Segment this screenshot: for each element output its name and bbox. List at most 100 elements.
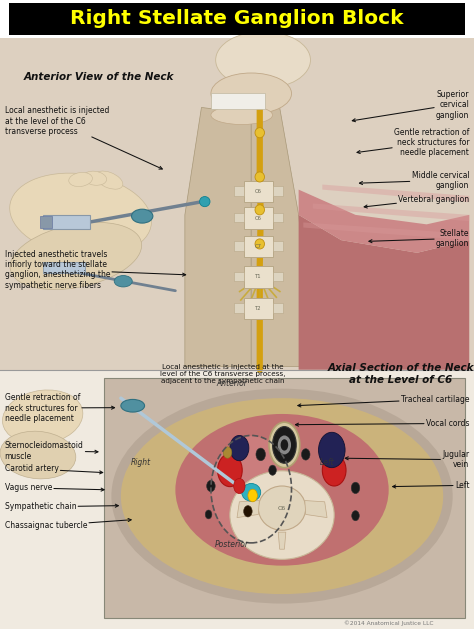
- Text: Gentle retraction of
neck structures for
needle placement: Gentle retraction of neck structures for…: [5, 393, 115, 423]
- Ellipse shape: [278, 435, 291, 454]
- Bar: [211, 93, 265, 109]
- Polygon shape: [299, 190, 469, 253]
- Ellipse shape: [269, 422, 300, 468]
- Bar: [273, 272, 283, 281]
- Circle shape: [207, 480, 215, 492]
- Text: Carotid artery: Carotid artery: [5, 465, 103, 474]
- Bar: [273, 213, 283, 222]
- Polygon shape: [251, 107, 313, 367]
- Polygon shape: [305, 501, 327, 518]
- Bar: [0, 38, 474, 370]
- Bar: [234, 213, 244, 222]
- Text: Axial Section of the Neck
at the Level of C6: Axial Section of the Neck at the Level o…: [327, 363, 474, 385]
- Text: Right Stellate Ganglion Block: Right Stellate Ganglion Block: [70, 9, 404, 28]
- Ellipse shape: [211, 73, 292, 114]
- Ellipse shape: [121, 398, 443, 594]
- Bar: [234, 272, 244, 281]
- Text: Middle cervical
ganglion: Middle cervical ganglion: [359, 171, 469, 190]
- Circle shape: [301, 449, 310, 460]
- Ellipse shape: [10, 222, 142, 289]
- Text: C7: C7: [255, 244, 262, 249]
- Bar: [244, 236, 273, 257]
- Text: Local anesthetic is injected
at the level of the C6
transverse process: Local anesthetic is injected at the leve…: [5, 106, 162, 169]
- Circle shape: [211, 436, 291, 542]
- Text: Superior
cervical
ganglion: Superior cervical ganglion: [352, 90, 469, 122]
- Text: Vertebral ganglion: Vertebral ganglion: [364, 195, 469, 208]
- Ellipse shape: [230, 471, 334, 559]
- Text: C6: C6: [255, 189, 262, 194]
- Ellipse shape: [200, 197, 210, 207]
- Circle shape: [248, 489, 257, 502]
- Text: Sternocleidomastoid
muscle: Sternocleidomastoid muscle: [5, 441, 98, 461]
- Ellipse shape: [121, 399, 145, 412]
- Ellipse shape: [216, 32, 310, 88]
- Ellipse shape: [273, 427, 296, 463]
- Text: C6: C6: [255, 216, 262, 221]
- Bar: [43, 262, 85, 273]
- Text: Chassaignac tubercle: Chassaignac tubercle: [5, 518, 131, 530]
- Ellipse shape: [131, 209, 153, 223]
- Bar: [234, 186, 244, 196]
- Ellipse shape: [281, 439, 288, 451]
- Circle shape: [351, 482, 360, 494]
- Ellipse shape: [83, 171, 107, 185]
- Text: Stellate
ganglion: Stellate ganglion: [369, 229, 469, 248]
- Text: Injected anesthetic travels
infiorly toward the stellate
ganglion, anesthetizing: Injected anesthetic travels infiorly tow…: [5, 250, 186, 290]
- Ellipse shape: [242, 483, 261, 501]
- Ellipse shape: [2, 390, 83, 444]
- Polygon shape: [237, 501, 259, 518]
- Circle shape: [269, 465, 276, 475]
- Ellipse shape: [69, 173, 92, 186]
- Bar: [244, 298, 273, 319]
- Ellipse shape: [255, 172, 264, 182]
- Ellipse shape: [111, 389, 453, 604]
- Ellipse shape: [255, 128, 264, 138]
- Circle shape: [218, 454, 242, 487]
- Text: ©2014 Anatomical Justice LLC: ©2014 Anatomical Justice LLC: [344, 620, 433, 626]
- Ellipse shape: [95, 171, 123, 189]
- Bar: [244, 207, 273, 229]
- Bar: [273, 186, 283, 196]
- Bar: [40, 216, 52, 228]
- Ellipse shape: [258, 486, 306, 530]
- Bar: [0, 370, 474, 629]
- Text: Posterior: Posterior: [215, 540, 249, 549]
- Text: Left: Left: [392, 481, 469, 490]
- Bar: [273, 241, 283, 251]
- Text: Vagus nerve: Vagus nerve: [5, 483, 104, 492]
- Text: Gentle retraction of
neck structures for
needle placement: Gentle retraction of neck structures for…: [357, 128, 469, 157]
- Bar: [234, 241, 244, 251]
- Text: Anterior View of the Neck: Anterior View of the Neck: [24, 72, 174, 82]
- Text: Right: Right: [131, 458, 151, 467]
- Text: C6: C6: [278, 506, 286, 511]
- Ellipse shape: [211, 106, 273, 125]
- Bar: [43, 215, 90, 229]
- Polygon shape: [322, 185, 469, 202]
- Bar: [9, 3, 465, 35]
- Bar: [244, 266, 273, 288]
- Ellipse shape: [114, 276, 132, 287]
- Bar: [244, 181, 273, 202]
- Bar: [104, 378, 465, 618]
- Polygon shape: [278, 532, 286, 549]
- Text: Left: Left: [320, 458, 334, 467]
- Bar: [234, 303, 244, 313]
- Text: T2: T2: [255, 306, 262, 311]
- Circle shape: [234, 478, 245, 494]
- Circle shape: [223, 447, 232, 458]
- Polygon shape: [185, 107, 251, 367]
- Ellipse shape: [255, 205, 264, 215]
- Text: Sympathetic chain: Sympathetic chain: [5, 502, 118, 511]
- Circle shape: [256, 448, 265, 461]
- Ellipse shape: [0, 431, 76, 479]
- Circle shape: [319, 432, 345, 468]
- Circle shape: [322, 454, 346, 486]
- Polygon shape: [303, 222, 469, 240]
- Text: Anterior: Anterior: [217, 379, 248, 388]
- Polygon shape: [299, 215, 469, 370]
- Circle shape: [244, 506, 252, 517]
- Text: Local anesthetic is injected at the
level of the C6 transverse process,
adjacent: Local anesthetic is injected at the leve…: [160, 364, 285, 384]
- Text: Tracheal cartilage: Tracheal cartilage: [298, 395, 469, 407]
- Text: Jugular
vein: Jugular vein: [345, 450, 469, 470]
- Bar: [273, 303, 283, 313]
